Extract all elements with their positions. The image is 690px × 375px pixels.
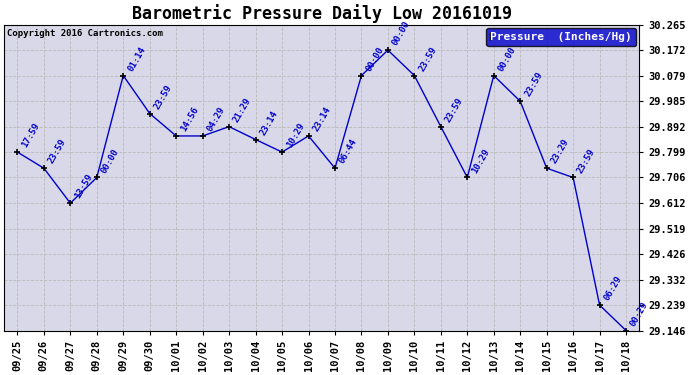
Text: 00:00: 00:00 — [99, 147, 121, 175]
Text: 23:59: 23:59 — [47, 138, 68, 165]
Text: 00:00: 00:00 — [364, 45, 386, 73]
Title: Barometric Pressure Daily Low 20161019: Barometric Pressure Daily Low 20161019 — [132, 4, 512, 23]
Text: 21:29: 21:29 — [232, 96, 253, 124]
Text: 06:29: 06:29 — [602, 274, 624, 302]
Text: 10:29: 10:29 — [285, 122, 306, 149]
Text: 23:59: 23:59 — [417, 45, 438, 73]
Text: 13:59: 13:59 — [73, 172, 95, 200]
Text: 06:44: 06:44 — [337, 138, 359, 165]
Text: 23:14: 23:14 — [258, 109, 279, 137]
Text: 23:59: 23:59 — [523, 70, 544, 99]
Text: Copyright 2016 Cartronics.com: Copyright 2016 Cartronics.com — [8, 29, 164, 38]
Text: 00:00: 00:00 — [497, 45, 518, 73]
Text: 10:29: 10:29 — [470, 147, 491, 175]
Legend: Pressure  (Inches/Hg): Pressure (Inches/Hg) — [486, 28, 636, 46]
Text: 01:14: 01:14 — [126, 45, 147, 73]
Text: 00:29: 00:29 — [629, 300, 650, 328]
Text: 23:14: 23:14 — [311, 105, 333, 133]
Text: 23:59: 23:59 — [576, 147, 597, 175]
Text: 17:59: 17:59 — [20, 122, 41, 149]
Text: 23:59: 23:59 — [152, 83, 174, 111]
Text: 23:59: 23:59 — [444, 96, 465, 124]
Text: 00:00: 00:00 — [391, 20, 412, 47]
Text: 14:56: 14:56 — [179, 105, 200, 133]
Text: 04:29: 04:29 — [206, 105, 226, 133]
Text: 23:29: 23:29 — [549, 138, 571, 165]
